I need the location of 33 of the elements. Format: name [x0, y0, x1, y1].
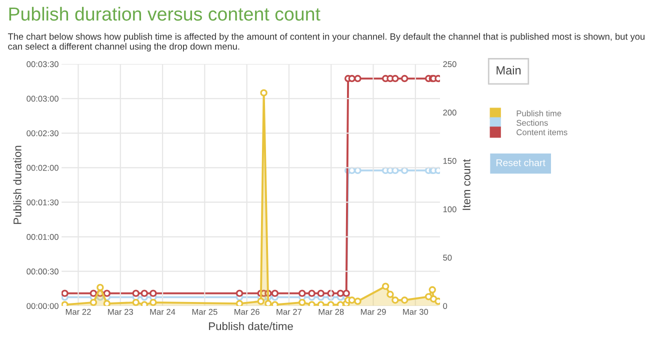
x-tick-label: Mar 23 [108, 308, 133, 315]
chart-title: Publish duration versus content count [9, 6, 320, 21]
y-tick-label: 00:01:00 [26, 234, 58, 240]
x-tick-label: Mar 25 [192, 308, 218, 315]
y2-tick-label: 250 [443, 61, 456, 68]
x-tick-label: Mar 26 [234, 308, 260, 315]
x-axis-title: Publish date/time [209, 322, 293, 330]
y-axis-title: Publish duration [13, 146, 22, 224]
y2-tick-label: 200 [443, 110, 456, 116]
y-tick-label: 00:03:30 [26, 61, 58, 68]
y-tick-label: 00:01:30 [26, 199, 58, 206]
legend-label: Sections [516, 120, 548, 126]
y2-tick-label: 100 [443, 206, 456, 212]
text: Main [496, 66, 521, 75]
text: Reset chart [496, 159, 546, 166]
y2-tick-label: 150 [443, 158, 456, 164]
x-tick-label: Mar 24 [150, 308, 176, 315]
x-tick-label: Mar 27 [276, 308, 302, 315]
y2-tick-label: 0 [443, 303, 448, 309]
x-tick-label: Mar 22 [66, 308, 91, 315]
x-tick-label: Mar 30 [403, 308, 428, 315]
y-tick-label: 00:03:00 [26, 96, 58, 102]
y-tick-label: 00:00:30 [26, 268, 58, 274]
y2-tick-label: 50 [443, 254, 452, 261]
legend-label: Content items [516, 129, 568, 136]
x-tick-label: Mar 29 [360, 308, 386, 315]
legend-label: Publish time [516, 110, 562, 116]
y-tick-label: 00:00:00 [26, 303, 58, 309]
y-tick-label: 00:02:00 [26, 164, 58, 171]
y2-axis-title: Item count [462, 159, 470, 210]
x-tick-label: Mar 28 [318, 308, 344, 315]
chart-subtitle: The chart below shows how publish time is affected by the amount of content in your channel. By default the channel that is published most is shown, but you can select a different channel using the drop down menu. [8, 33, 644, 52]
y-tick-label: 00:02:30 [26, 130, 58, 136]
